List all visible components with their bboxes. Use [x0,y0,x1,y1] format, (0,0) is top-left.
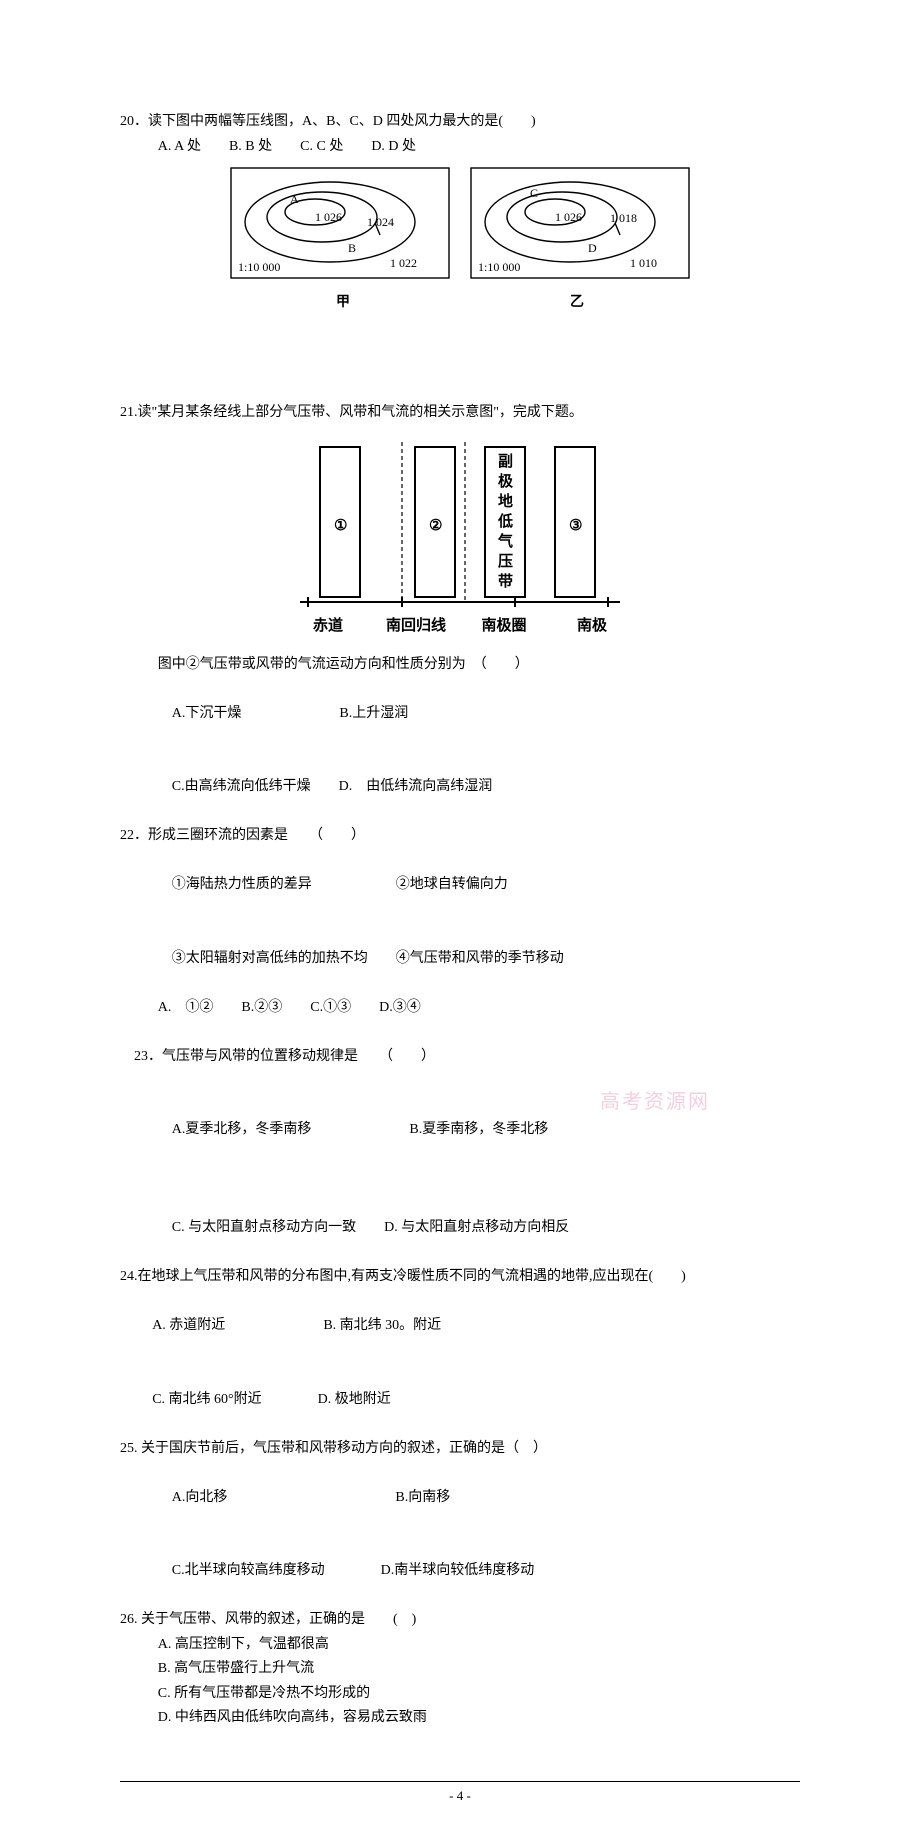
q26-optD: D. 中纬西风由低纬吹向高纬，容易成云致雨 [120,1706,800,1731]
q21-row1: A.下沉干燥 B.上升湿润 [120,677,800,751]
q25-optC: C.北半球向较高纬度移动 [172,1563,325,1578]
svg-text:地: 地 [498,492,513,510]
q22-opts: A. ①② B.②③ C.①③ D.③④ [120,996,800,1021]
q24-row2: C. 南北纬 60°附近 D. 极地附近 [120,1363,800,1437]
q25-row1: A.向北移 B.向南移 [120,1461,800,1535]
q23-optD: D. 与太阳直射点移动方向相反 [384,1220,569,1235]
q24-optD: D. 极地附近 [318,1392,391,1407]
q21-optB: B.上升湿润 [339,706,408,721]
q24-row1: A. 赤道附近 B. 南北纬 30。附近 [120,1290,800,1364]
q23-optC: C. 与太阳直射点移动方向一致 [172,1220,356,1235]
q20-figure-row: A 1 026 1 024 B 1 022 1:10 000 C 1 026 1… [120,167,800,287]
scale-right: 1:10 000 [478,260,520,274]
svg-text:极: 极 [498,472,514,490]
svg-text:低: 低 [497,512,513,530]
axis-polar-circle: 南极圈 [474,614,534,635]
svg-text:气: 气 [497,532,513,550]
box-2-label: ② [429,518,442,534]
q20-stem: 20．读下图中两幅等压线图，A、B、C、D 四处风力最大的是( ) [120,110,800,135]
q21-axis-labels: 赤道 南回归线 南极圈 南极 [120,614,800,635]
q21-optA: A.下沉干燥 [172,706,242,721]
iso-right-3: 1 010 [630,256,657,270]
q21-optC: C.由高纬流向低纬干燥 [172,779,311,794]
q24-optB: B. 南北纬 30。附近 [323,1318,441,1333]
q24-optC: C. 南北纬 60°附近 [152,1392,261,1407]
box-1-label: ① [334,518,347,534]
q25-stem: 25. 关于国庆节前后，气压带和风带移动方向的叙述，正确的是（ ） [120,1437,800,1462]
label-D: D [588,241,597,255]
q22-l2: ②地球自转偏向力 [396,877,508,892]
q23-optB: B.夏季南移，冬季北移 [409,1122,548,1137]
iso-left-2: 1 024 [367,215,394,229]
q21-diagram: ① ② 副 极 地 低 气 压 带 ③ [120,432,800,612]
iso-left-3: 1 022 [390,256,417,270]
q26-optB: B. 高气压带盛行上升气流 [120,1657,800,1682]
q21-sub: 图中②气压带或风带的气流运动方向和性质分别为 （ ） [120,653,800,678]
q21-row2: C.由高纬流向低纬干燥 D. 由低纬流向高纬湿润 [120,751,800,825]
axis-pole: 南极 [562,614,622,635]
caption-left: 甲 [336,291,350,311]
label-A: A [290,192,299,206]
q21-optD: D. 由低纬流向高纬湿润 [339,779,493,794]
iso-left-1: 1 026 [315,210,342,224]
q26-stem: 26. 关于气压带、风带的叙述，正确的是 ( ) [120,1608,800,1633]
q23-optA: A.夏季北移，冬季南移 [172,1122,312,1137]
isobar-map-right: C 1 026 1 018 D 1 010 1:10 000 [470,167,690,287]
q24-optA: A. 赤道附近 [152,1318,225,1333]
q22-stem: 22．形成三圈环流的因素是 （ ） [120,824,800,849]
label-B: B [348,241,356,255]
q22-row2: ③太阳辐射对高低纬的加热不均 ④气压带和风带的季节移动 [120,922,800,996]
label-C: C [530,186,538,200]
box-4-label: ③ [569,518,582,534]
q20-options: A. A 处 B. B 处 C. C 处 D. D 处 [120,135,800,160]
q26-optA: A. 高压控制下，气温都很高 [120,1633,800,1658]
q24-stem: 24.在地球上气压带和风带的分布图中,有两支冷暖性质不同的气流相遇的地带,应出现… [120,1265,800,1290]
page-root: 20．读下图中两幅等压线图，A、B、C、D 四处风力最大的是( ) A. A 处… [0,0,920,1844]
iso-right-1: 1 026 [555,210,582,224]
q26-optC: C. 所有气压带都是冷热不均形成的 [120,1682,800,1707]
page-number: - 4 - [120,1781,800,1804]
q22-l3: ③太阳辐射对高低纬的加热不均 [172,951,368,966]
q20-captions: 甲 乙 [120,291,800,311]
q23-stem: 23．气压带与风带的位置移动规律是 （ ） [120,1020,800,1094]
q25-optD: D.南半球向较低纬度移动 [381,1563,535,1578]
scale-left: 1:10 000 [238,260,280,274]
q25-row2: C.北半球向较高纬度移动 D.南半球向较低纬度移动 [120,1535,800,1609]
svg-text:压: 压 [498,553,513,570]
q22-l1: ①海陆热力性质的差异 [172,877,312,892]
caption-right: 乙 [570,291,584,311]
q21-stem: 21.读"某月某条经线上部分气压带、风带和气流的相关示意图"，完成下题。 [120,401,800,426]
q22-l4: ④气压带和风带的季节移动 [396,951,564,966]
watermark-text: 高考资源网 [600,1090,710,1115]
isobar-map-left: A 1 026 1 024 B 1 022 1:10 000 [230,167,450,287]
axis-equator: 赤道 [298,614,358,635]
axis-tropic: 南回归线 [386,614,446,635]
svg-text:带: 带 [498,573,513,590]
q25-optB: B.向南移 [395,1490,450,1505]
q25-optA: A.向北移 [172,1490,228,1505]
q22-row1: ①海陆热力性质的差异 ②地球自转偏向力 [120,849,800,923]
q23-row1: A.夏季北移，冬季南移 B.夏季南移，冬季北移 高考资源网 [120,1094,800,1192]
iso-right-2: 1 018 [610,211,637,225]
box-3-label: 副 [498,453,513,470]
q23-row2: C. 与太阳直射点移动方向一致 D. 与太阳直射点移动方向相反 [120,1192,800,1266]
